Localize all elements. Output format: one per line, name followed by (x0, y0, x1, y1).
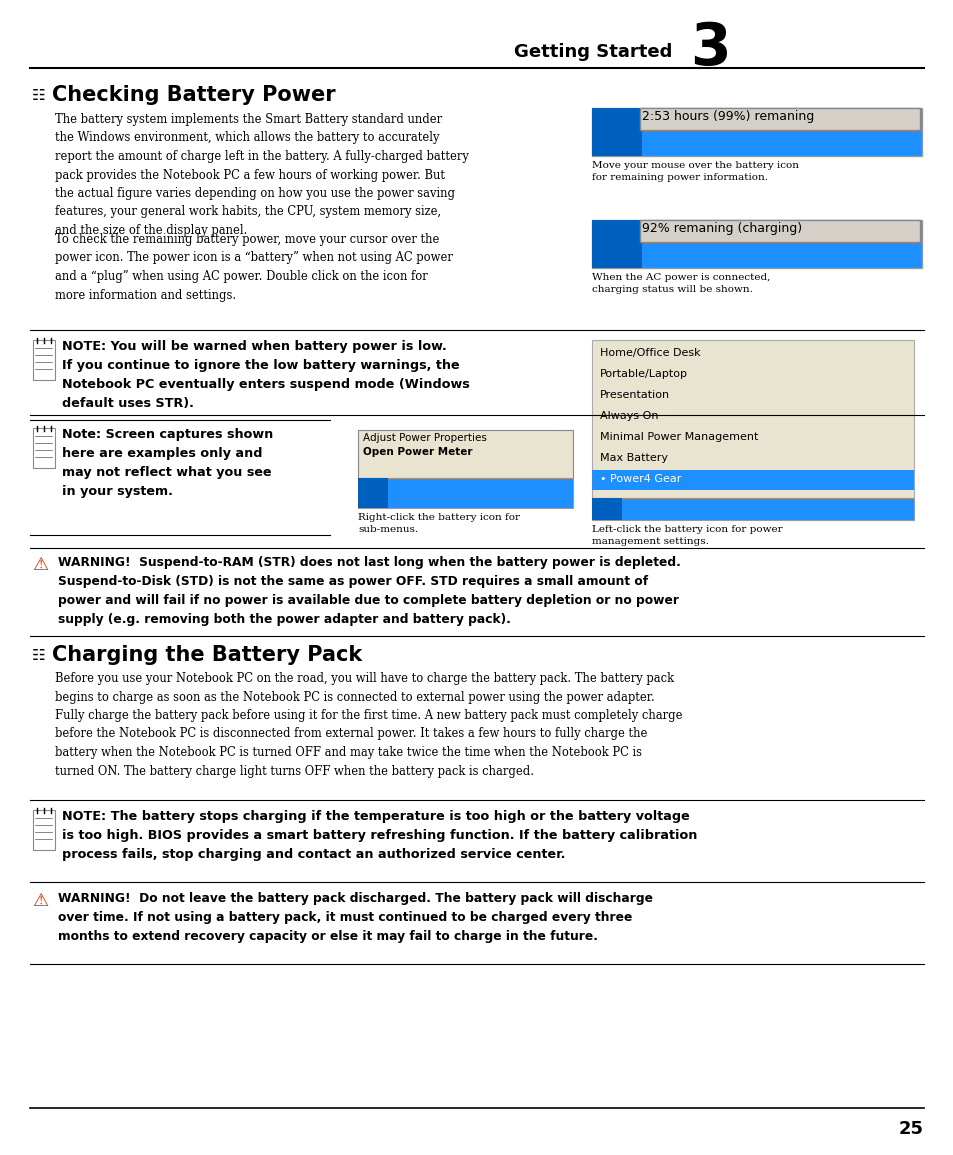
Bar (33, 810, 55, 850)
Text: Charging the Battery Pack: Charging the Battery Pack (52, 644, 362, 665)
Bar (33, 429, 55, 468)
Text: Getting Started: Getting Started (513, 43, 671, 61)
Text: ☷: ☷ (32, 88, 46, 103)
Bar (592, 498, 913, 520)
Bar (592, 340, 913, 498)
Text: To check the remaining battery power, move your cursor over the
power icon. The : To check the remaining battery power, mo… (55, 233, 453, 301)
Text: ⚠: ⚠ (32, 892, 48, 910)
Text: Before you use your Notebook PC on the road, you will have to charge the battery: Before you use your Notebook PC on the r… (55, 672, 681, 777)
Text: WARNING!  Do not leave the battery pack discharged. The battery pack will discha: WARNING! Do not leave the battery pack d… (58, 892, 652, 942)
Text: NOTE: You will be warned when battery power is low.
If you continue to ignore th: NOTE: You will be warned when battery po… (62, 340, 469, 410)
Text: Always On: Always On (599, 411, 658, 422)
Text: NOTE: The battery stops charging if the temperature is too high or the battery v: NOTE: The battery stops charging if the … (62, 810, 697, 860)
Text: 25: 25 (898, 1120, 923, 1138)
Text: Left-click the battery icon for power
management settings.: Left-click the battery icon for power ma… (592, 526, 781, 546)
Bar (592, 219, 921, 268)
Text: Checking Battery Power: Checking Battery Power (52, 85, 335, 105)
Text: Move your mouse over the battery icon
for remaining power information.: Move your mouse over the battery icon fo… (592, 161, 799, 181)
Text: Minimal Power Management: Minimal Power Management (599, 432, 758, 442)
Text: 92% remaning (charging): 92% remaning (charging) (641, 222, 801, 234)
Bar (357, 430, 573, 478)
Text: Portable/Laptop: Portable/Laptop (599, 368, 687, 379)
Bar (639, 219, 919, 243)
Text: Right-click the battery icon for
sub-menus.: Right-click the battery icon for sub-men… (357, 513, 519, 534)
Text: WARNING!  Suspend-to-RAM (STR) does not last long when the battery power is depl: WARNING! Suspend-to-RAM (STR) does not l… (58, 556, 680, 626)
Bar (357, 478, 388, 508)
Text: When the AC power is connected,
charging status will be shown.: When the AC power is connected, charging… (592, 273, 770, 293)
Bar (33, 340, 55, 380)
Bar (592, 109, 641, 156)
Text: Presentation: Presentation (599, 390, 669, 400)
Text: ☷: ☷ (32, 648, 46, 663)
Bar (592, 109, 921, 156)
Text: 3: 3 (689, 20, 730, 76)
Text: Home/Office Desk: Home/Office Desk (599, 348, 700, 358)
Text: Max Battery: Max Battery (599, 453, 667, 463)
Text: Open Power Meter: Open Power Meter (363, 447, 472, 457)
Text: Note: Screen captures shown
here are examples only and
may not reflect what you : Note: Screen captures shown here are exa… (62, 429, 273, 498)
Bar (357, 478, 573, 508)
Text: Adjust Power Properties: Adjust Power Properties (363, 433, 486, 444)
Text: ⚠: ⚠ (32, 556, 48, 574)
Bar (592, 219, 641, 268)
Text: The battery system implements the Smart Battery standard under
the Windows envir: The battery system implements the Smart … (55, 113, 468, 237)
Bar (592, 470, 913, 490)
Bar (639, 109, 919, 131)
Text: • Power4 Gear: • Power4 Gear (599, 474, 680, 484)
Text: 2:53 hours (99%) remaning: 2:53 hours (99%) remaning (641, 110, 814, 122)
Bar (592, 498, 621, 520)
